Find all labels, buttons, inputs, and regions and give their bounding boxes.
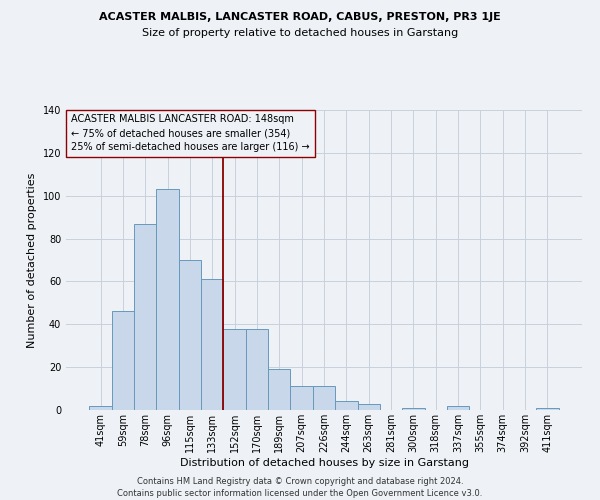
Bar [402,408,425,410]
Text: Contains public sector information licensed under the Open Government Licence v3: Contains public sector information licen… [118,489,482,498]
Bar [358,404,380,410]
Bar [201,280,223,410]
Bar [134,224,157,410]
Bar [89,406,112,410]
Bar [268,370,290,410]
Bar [157,190,179,410]
Text: Contains HM Land Registry data © Crown copyright and database right 2024.: Contains HM Land Registry data © Crown c… [137,478,463,486]
Y-axis label: Number of detached properties: Number of detached properties [27,172,37,348]
Text: ACASTER MALBIS LANCASTER ROAD: 148sqm
← 75% of detached houses are smaller (354): ACASTER MALBIS LANCASTER ROAD: 148sqm ← … [71,114,310,152]
Bar [536,408,559,410]
Bar [112,312,134,410]
Bar [223,328,246,410]
Bar [335,402,358,410]
Bar [447,406,469,410]
Text: ACASTER MALBIS, LANCASTER ROAD, CABUS, PRESTON, PR3 1JE: ACASTER MALBIS, LANCASTER ROAD, CABUS, P… [99,12,501,22]
Bar [290,386,313,410]
Text: Size of property relative to detached houses in Garstang: Size of property relative to detached ho… [142,28,458,38]
X-axis label: Distribution of detached houses by size in Garstang: Distribution of detached houses by size … [179,458,469,468]
Bar [313,386,335,410]
Bar [179,260,201,410]
Bar [246,328,268,410]
